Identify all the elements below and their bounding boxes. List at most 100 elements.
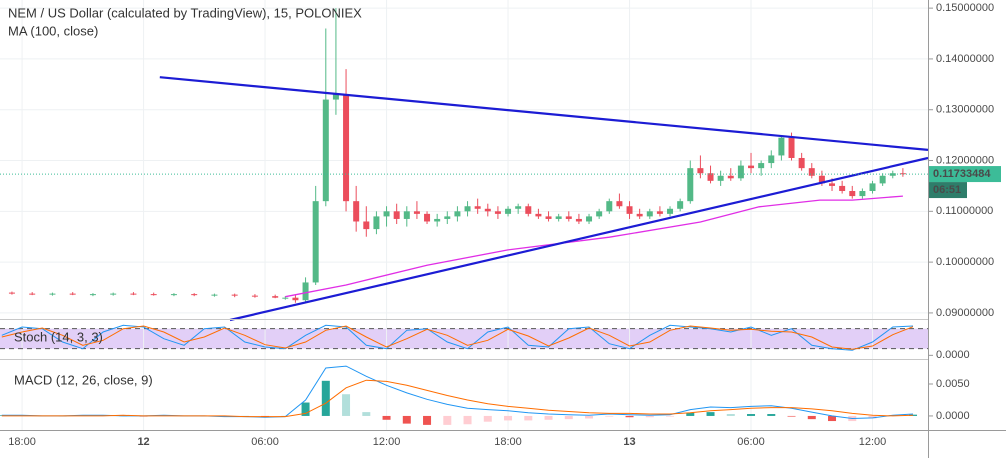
candle-body bbox=[687, 168, 694, 202]
candle-body bbox=[373, 216, 380, 230]
candle-body bbox=[859, 191, 866, 197]
candle-body bbox=[737, 165, 744, 179]
histogram-bar bbox=[483, 415, 492, 422]
y-tick-label: 0.14000000 bbox=[936, 53, 994, 65]
pane-title: MACD (12, 26, close, 9) bbox=[14, 372, 153, 387]
candle-body bbox=[727, 175, 734, 179]
candle-body bbox=[575, 218, 582, 222]
candle-body bbox=[292, 297, 299, 301]
histogram-bar bbox=[564, 415, 573, 420]
candle-body bbox=[535, 213, 542, 217]
x-tick-label: 12 bbox=[137, 436, 149, 448]
candle-body bbox=[768, 155, 775, 164]
candle-body bbox=[646, 211, 653, 217]
candle-body bbox=[8, 292, 15, 294]
candle-body bbox=[596, 211, 603, 217]
histogram-bar bbox=[504, 415, 513, 421]
candle-body bbox=[282, 297, 289, 299]
candle-body bbox=[555, 216, 562, 219]
histogram-bar bbox=[706, 412, 715, 416]
candle-body bbox=[29, 293, 36, 295]
series-line bbox=[159, 76, 929, 151]
candle-body bbox=[191, 294, 198, 296]
candle-body bbox=[130, 293, 137, 295]
histogram-bar bbox=[625, 415, 634, 418]
y-tick-label: 0.0000 bbox=[936, 349, 970, 361]
series-line bbox=[1, 379, 914, 418]
y-tick-label: 0.12000000 bbox=[936, 154, 994, 166]
histogram-bar bbox=[544, 415, 553, 420]
candle-body bbox=[454, 211, 461, 217]
x-tick-label: 18:00 bbox=[8, 436, 36, 448]
histogram-bar bbox=[645, 415, 654, 418]
y-tick-label: 0.13000000 bbox=[936, 104, 994, 116]
x-tick-label: 18:00 bbox=[494, 436, 522, 448]
candle-body bbox=[849, 191, 856, 197]
candle-body bbox=[879, 175, 886, 184]
candle-body bbox=[424, 213, 431, 222]
histogram-bar bbox=[402, 415, 411, 424]
last-price-label: 0.11733484 bbox=[933, 168, 991, 180]
candle-body bbox=[656, 211, 663, 214]
candle-body bbox=[312, 201, 319, 283]
candle-body bbox=[322, 99, 329, 202]
stoch-band bbox=[0, 328, 928, 349]
histogram-bar bbox=[807, 415, 816, 420]
candle-body bbox=[383, 211, 390, 217]
candle-body bbox=[444, 216, 451, 219]
candle-body bbox=[586, 216, 593, 222]
candle-body bbox=[464, 206, 471, 212]
histogram-bar bbox=[828, 415, 837, 422]
candle-body bbox=[484, 208, 491, 212]
histogram-bar bbox=[524, 415, 533, 421]
candle-body bbox=[899, 173, 906, 175]
histogram-bar bbox=[686, 412, 695, 416]
histogram-bar bbox=[909, 414, 918, 416]
x-tick-label: 06:00 bbox=[737, 436, 765, 448]
x-tick-label: 12:00 bbox=[373, 436, 401, 448]
candle-body bbox=[515, 206, 522, 209]
candle-body bbox=[343, 94, 350, 202]
candle-body bbox=[525, 206, 532, 214]
candle-body bbox=[353, 201, 360, 222]
grid bbox=[0, 0, 928, 430]
candle-body bbox=[302, 282, 309, 301]
y-tick-label: 0.11000000 bbox=[936, 205, 993, 217]
histogram-bar bbox=[362, 412, 371, 416]
y-tick-label: 0.0000 bbox=[936, 410, 970, 422]
histogram-bar bbox=[868, 415, 877, 419]
chart-title: NEM / US Dollar (calculated by TradingVi… bbox=[8, 5, 362, 20]
candle-body bbox=[626, 206, 633, 214]
candle-body bbox=[49, 293, 56, 295]
y-tick-label: 0.10000000 bbox=[936, 256, 994, 268]
y-tick-label: 0.0050 bbox=[936, 378, 970, 390]
candle-body bbox=[707, 173, 714, 181]
x-tick-label: 06:00 bbox=[251, 436, 279, 448]
histogram-bar bbox=[342, 394, 351, 416]
candle-body bbox=[89, 294, 96, 296]
histogram-bar bbox=[726, 414, 735, 416]
candle-body bbox=[332, 94, 339, 100]
x-tick-label: 13 bbox=[623, 436, 635, 448]
histogram-bar bbox=[463, 415, 472, 425]
candle-body bbox=[565, 216, 572, 219]
candle-body bbox=[545, 216, 552, 219]
candle-body bbox=[717, 175, 724, 181]
candle-body bbox=[778, 137, 785, 156]
plot bbox=[0, 8, 929, 425]
candle-body bbox=[251, 295, 258, 297]
candle-body bbox=[636, 213, 643, 217]
series-line bbox=[229, 156, 929, 322]
candle-body bbox=[413, 211, 420, 214]
candle-body bbox=[363, 221, 370, 230]
candle-body bbox=[403, 211, 410, 219]
histogram-bar bbox=[666, 415, 675, 417]
candle-body bbox=[839, 185, 846, 192]
pane-title: Stoch (14, 3, 3) bbox=[14, 329, 103, 344]
candle-body bbox=[170, 294, 177, 296]
candle-body bbox=[616, 201, 623, 207]
series-line bbox=[1, 325, 914, 350]
candle-body bbox=[272, 296, 279, 298]
